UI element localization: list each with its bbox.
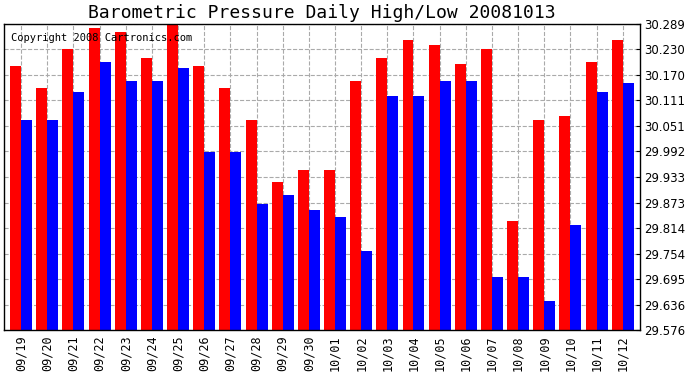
Bar — [272, 182, 283, 330]
Bar — [115, 32, 126, 330]
Bar — [376, 58, 387, 330]
Bar — [298, 170, 309, 330]
Bar — [586, 62, 597, 330]
Bar — [141, 58, 152, 330]
Bar — [351, 81, 361, 330]
Bar — [612, 40, 622, 330]
Bar — [204, 152, 215, 330]
Bar — [560, 116, 571, 330]
Bar — [219, 88, 230, 330]
Bar — [544, 301, 555, 330]
Bar — [428, 45, 440, 330]
Bar — [283, 195, 294, 330]
Bar — [597, 92, 608, 330]
Bar — [73, 92, 84, 330]
Bar — [193, 66, 204, 330]
Bar — [257, 204, 268, 330]
Bar — [309, 210, 320, 330]
Bar — [518, 277, 529, 330]
Bar — [152, 81, 163, 330]
Bar — [402, 40, 413, 330]
Bar — [126, 81, 137, 330]
Bar — [507, 221, 518, 330]
Bar — [622, 84, 633, 330]
Bar — [230, 152, 241, 330]
Bar — [571, 225, 582, 330]
Bar — [48, 120, 59, 330]
Bar — [324, 170, 335, 330]
Bar — [455, 64, 466, 330]
Bar — [492, 277, 503, 330]
Bar — [413, 96, 424, 330]
Bar — [361, 251, 372, 330]
Bar — [387, 96, 398, 330]
Bar — [440, 81, 451, 330]
Text: Copyright 2008 Cartronics.com: Copyright 2008 Cartronics.com — [10, 33, 192, 43]
Bar — [63, 49, 73, 330]
Title: Barometric Pressure Daily High/Low 20081013: Barometric Pressure Daily High/Low 20081… — [88, 4, 555, 22]
Bar — [21, 120, 32, 330]
Bar — [246, 120, 257, 330]
Bar — [10, 66, 21, 330]
Bar — [99, 62, 110, 330]
Bar — [167, 23, 178, 330]
Bar — [481, 49, 492, 330]
Bar — [533, 120, 544, 330]
Bar — [466, 81, 477, 330]
Bar — [88, 28, 99, 330]
Bar — [335, 217, 346, 330]
Bar — [178, 69, 189, 330]
Bar — [37, 88, 48, 330]
